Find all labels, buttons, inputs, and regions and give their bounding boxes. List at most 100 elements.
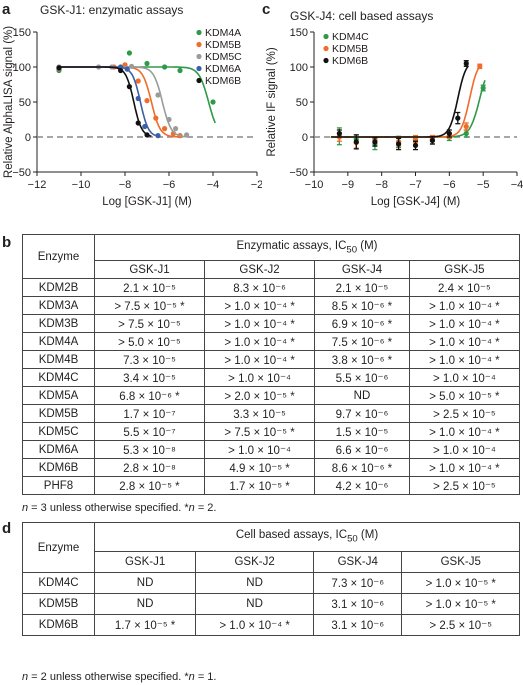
data-point: [153, 115, 159, 121]
panel-letter-a: a: [2, 1, 11, 18]
ic50-value-cell: 5.3 × 10⁻⁸: [94, 440, 205, 459]
ic50-subscript: 50: [347, 533, 358, 545]
x-axis-label: Log [GSK-J4] (M): [371, 196, 461, 208]
x-tick-label: −2: [251, 179, 262, 191]
ic50-value-cell: > 1.0 × 10⁻⁴: [408, 440, 521, 459]
ic50-value-cell: > 1.0 × 10⁻⁴ *: [408, 350, 521, 369]
ic50-value-cell: > 5.0 × 10⁻⁵ *: [408, 386, 521, 405]
table-row: KDM5C 5.5 × 10⁻⁷ > 7.5 × 10⁻⁵ * 1.5 × 10⁻⁵ >…: [22, 422, 521, 441]
panel-letter-d: d: [2, 520, 12, 537]
compound-column-header: GSK-J5: [408, 260, 521, 279]
compound-column-header: GSK-J2: [195, 551, 314, 573]
x-tick-label: −12: [28, 179, 47, 191]
ic50-value-cell: 1.7 × 10⁻⁵ *: [203, 476, 316, 495]
legend-marker-kdm6a: [196, 65, 202, 72]
chart-c-cell-based-assays: −50 0 50 100 150 −10 −9 −8 −7 −6 −5 −4 Log [GSK-J4] …: [266, 9, 523, 208]
data-point: [135, 78, 141, 84]
data-point: [173, 126, 179, 132]
data-point: [155, 133, 161, 139]
y-tick-label: 0: [302, 132, 308, 144]
data-point: [446, 130, 452, 137]
ic50-value-cell: ND: [93, 593, 197, 615]
x-tick-label: −7: [409, 179, 422, 191]
table-row: KDM4C 3.4 × 10⁻⁵ > 1.0 × 10⁻⁴ 5.5 × 10⁻⁶ > 1…: [22, 368, 521, 387]
legend-label-kdm5b: KDM5B: [205, 39, 241, 51]
ic50-value-cell: 3.3 × 10⁻⁵: [203, 404, 316, 423]
data-point: [144, 132, 150, 138]
table-row: KDM5B 1.7 × 10⁻⁷ 3.3 × 10⁻⁵ 9.7 × 10⁻⁶ > 2.5…: [22, 404, 521, 423]
ic50-value-cell: 3.8 × 10⁻⁶ *: [314, 350, 410, 369]
legend-label-kdm5b: KDM5B: [332, 43, 368, 55]
data-point: [210, 99, 216, 105]
table-row: KDM5A 6.8 × 10⁻⁶ * > 2.0 × 10⁻⁵ * ND > 5.0 ×…: [22, 386, 521, 405]
table-d-footnote: n = 2 unless otherwise specified. *n = 1…: [22, 671, 216, 683]
ic50-value-cell: 7.5 × 10⁻⁶ *: [314, 332, 410, 351]
series-kdm6b: [56, 65, 152, 138]
y-tick-label: 50: [19, 97, 31, 109]
data-point: [463, 123, 469, 130]
ic50-value-cell: 2.8 × 10⁻⁸: [94, 458, 205, 477]
ic50-value-cell: 3.1 × 10⁻⁶: [312, 593, 403, 615]
y-tick-label: 150: [13, 27, 31, 39]
ic50-value-cell: ND: [314, 386, 410, 405]
ic50-value-cell: 3.1 × 10⁻⁶: [312, 614, 403, 636]
ic50-table-enzymatic: Enzyme Enzymatic assays, IC50 (M) GSK-J1 GS…: [22, 234, 521, 495]
enzyme-name-cell: KDM3B: [22, 314, 95, 333]
ic50-table-cell-based: Enzyme Cell based assays, IC50 (M) GSK-J1 G…: [22, 522, 520, 636]
data-point: [166, 116, 172, 123]
x-tick-label: −5: [477, 179, 490, 191]
ic50-value-cell: > 2.5 × 10⁻⁵: [401, 614, 520, 636]
enzyme-name-cell: PHF8: [22, 476, 95, 495]
data-point: [124, 66, 130, 72]
enzyme-name-cell: KDM6A: [22, 440, 95, 459]
fit-curve-kdm5c: [59, 66, 191, 138]
data-point: [395, 141, 402, 147]
legend-label-kdm6b: KDM6B: [332, 55, 368, 67]
data-point: [135, 120, 141, 126]
fit-curve-kdm4c: [330, 79, 486, 138]
data-point: [455, 115, 461, 121]
y-tick-label: 50: [296, 97, 308, 109]
compound-column-header: GSK-J4: [314, 260, 410, 279]
enzyme-name-cell: KDM5A: [22, 386, 95, 405]
ic50-value-cell: 4.9 × 10⁻⁵ *: [203, 458, 316, 477]
x-tick-label: −8: [375, 179, 388, 191]
table-row: KDM5B ND ND 3.1 × 10⁻⁶ > 1.0 × 10⁻⁵ *: [22, 593, 520, 615]
ic50-value-cell: > 1.0 × 10⁻⁴: [203, 368, 316, 387]
enzyme-name-cell: KDM5C: [22, 422, 95, 441]
ic50-value-cell: > 1.0 × 10⁻⁵ *: [401, 572, 520, 594]
x-tick-label: −8: [119, 179, 132, 191]
note-n-symbol: n: [188, 671, 195, 683]
data-point: [126, 50, 132, 56]
enzyme-name-cell: KDM4C: [22, 368, 95, 387]
table-b-footnote: n = 3 unless otherwise specified. *n = 2…: [22, 502, 216, 514]
assay-group-unit: (M): [357, 529, 379, 542]
ic50-value-cell: 6.6 × 10⁻⁶: [314, 440, 410, 459]
note-n-symbol: n: [22, 671, 29, 683]
data-point: [353, 139, 359, 145]
data-point: [118, 67, 124, 74]
panel-letter-b: b: [2, 234, 12, 251]
ic50-value-cell: > 1.0 × 10⁻⁵ *: [401, 593, 520, 615]
legend-marker-kdm5b: [323, 45, 329, 52]
ic50-value-cell: 3.4 × 10⁻⁵: [94, 368, 205, 387]
data-point: [144, 60, 150, 67]
legend-label-kdm6b: KDM6B: [205, 75, 241, 87]
legend-marker-kdm4a: [196, 29, 202, 36]
y-tick-label: −50: [289, 167, 308, 179]
note-n-symbol: n: [188, 502, 195, 514]
legend-label-kdm5c: KDM5C: [205, 51, 242, 63]
data-point: [412, 142, 419, 148]
chart-a-enzymatic-assays: −50 0 50 100 150 −12 −10 −8 −6 −4 −2 Log [GSK-J1] (…: [3, 3, 262, 208]
ic50-value-cell: > 1.0 × 10⁻⁴ *: [408, 332, 521, 351]
ic50-value-cell: > 1.0 × 10⁻⁴ *: [203, 350, 316, 369]
data-point: [144, 98, 150, 104]
y-axis-label: Relative IF signal (%): [266, 47, 278, 156]
enzyme-column-header: Enzyme: [22, 234, 95, 279]
ic50-value-cell: 5.5 × 10⁻⁷: [94, 422, 205, 441]
data-point: [129, 63, 135, 69]
x-tick-label: −4: [511, 179, 523, 191]
data-point: [477, 63, 483, 69]
table-header-row: Enzyme Enzymatic assays, IC50 (M): [22, 234, 520, 279]
enzyme-name-cell: KDM3A: [22, 296, 95, 315]
